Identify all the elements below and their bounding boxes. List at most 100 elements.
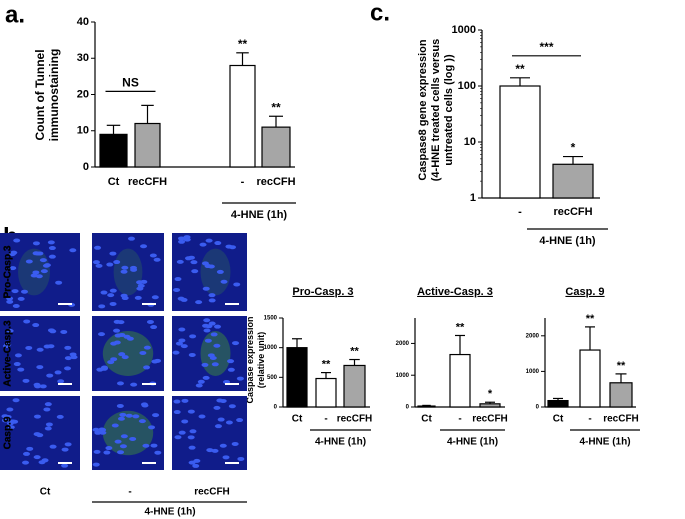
nucleus bbox=[6, 296, 14, 301]
nucleus bbox=[205, 324, 213, 329]
nucleus bbox=[149, 253, 157, 258]
nucleus bbox=[48, 246, 56, 251]
y-tick-label: 2000 bbox=[526, 333, 540, 339]
nucleus bbox=[98, 332, 106, 337]
nucleus bbox=[57, 379, 65, 384]
nucleus bbox=[98, 427, 106, 432]
nucleus bbox=[132, 414, 140, 419]
y-axis-label: immunostaining bbox=[47, 49, 61, 142]
x-tick-label: - bbox=[518, 206, 522, 218]
nucleus bbox=[178, 239, 186, 244]
nucleus bbox=[114, 439, 122, 444]
nucleus bbox=[225, 420, 233, 425]
y-axis-label: (relative unit) bbox=[256, 332, 266, 389]
panel-label: c. bbox=[370, 0, 390, 26]
y-tick-label: 0 bbox=[536, 405, 540, 411]
nucleus bbox=[177, 236, 185, 241]
y-tick-label: 0 bbox=[83, 161, 89, 173]
nucleus bbox=[14, 353, 22, 358]
significance: ** bbox=[322, 358, 331, 370]
nucleus bbox=[208, 298, 216, 303]
y-tick-label: 0 bbox=[406, 405, 410, 411]
nucleus bbox=[98, 304, 106, 309]
nucleus bbox=[64, 366, 72, 371]
x-tick-label: recCFH bbox=[603, 414, 639, 425]
x-tick-label: - bbox=[458, 414, 461, 425]
bar bbox=[499, 85, 541, 199]
significance: ** bbox=[350, 345, 359, 357]
nucleus bbox=[64, 442, 72, 447]
nucleus bbox=[178, 327, 186, 332]
nucleus bbox=[220, 279, 228, 284]
nucleus bbox=[187, 435, 195, 440]
nucleus bbox=[225, 244, 233, 249]
nucleus bbox=[174, 277, 182, 282]
nucleus bbox=[237, 456, 245, 461]
nucleus bbox=[205, 238, 213, 243]
nucleus bbox=[236, 376, 244, 381]
nucleus bbox=[117, 320, 125, 325]
nucleus bbox=[9, 266, 17, 271]
nucleus bbox=[43, 407, 51, 412]
bar bbox=[229, 64, 256, 168]
nucleus bbox=[13, 238, 21, 243]
nucleus bbox=[223, 379, 231, 384]
nucleus bbox=[173, 410, 181, 415]
nucleus bbox=[178, 338, 186, 343]
nucleus bbox=[120, 269, 128, 274]
nucleus bbox=[6, 299, 14, 304]
x-tick-label: Ct bbox=[292, 414, 303, 425]
panel-label: a. bbox=[5, 1, 25, 28]
bar bbox=[343, 364, 366, 408]
nucleus bbox=[146, 319, 154, 324]
y-tick-label: 500 bbox=[267, 375, 278, 381]
nucleus bbox=[227, 367, 235, 372]
bar bbox=[417, 405, 436, 408]
x-tick-label: recCFH bbox=[337, 414, 373, 425]
nucleus bbox=[232, 341, 240, 346]
nucleus bbox=[173, 287, 181, 292]
nucleus bbox=[3, 344, 11, 349]
nucleus bbox=[39, 384, 47, 389]
y-tick-label: 10 bbox=[464, 136, 476, 148]
x-tick-label: recCFH bbox=[472, 414, 508, 425]
nucleus bbox=[92, 427, 100, 432]
nucleus bbox=[216, 269, 224, 274]
nucleus bbox=[109, 288, 117, 293]
nucleus bbox=[139, 350, 147, 355]
y-tick-label: 100 bbox=[458, 80, 476, 92]
nucleus bbox=[20, 289, 28, 294]
nucleus bbox=[142, 443, 150, 448]
group-label: 4-HNE (1h) bbox=[447, 437, 498, 448]
nucleus bbox=[195, 300, 203, 305]
nucleus bbox=[44, 426, 52, 431]
nucleus bbox=[111, 423, 119, 428]
nucleus bbox=[125, 413, 133, 418]
nucleus bbox=[134, 295, 142, 300]
bar bbox=[449, 353, 471, 408]
micrograph bbox=[0, 316, 80, 391]
significance: * bbox=[488, 388, 493, 400]
x-tick-label: - bbox=[241, 176, 245, 188]
nucleus bbox=[93, 449, 101, 454]
row-label: Active-Casp.3 bbox=[3, 320, 14, 387]
nucleus bbox=[60, 329, 68, 334]
significance: ** bbox=[456, 321, 465, 333]
nucleus bbox=[47, 240, 55, 245]
nucleus bbox=[33, 414, 41, 419]
y-tick-label: 30 bbox=[77, 52, 89, 64]
nucleus bbox=[154, 450, 162, 455]
x-tick-label: recCFH bbox=[128, 176, 167, 188]
nucleus bbox=[17, 296, 25, 301]
chart-title: Pro-Casp. 3 bbox=[292, 286, 353, 298]
bar bbox=[579, 349, 601, 408]
nucleus bbox=[7, 425, 15, 430]
nucleus bbox=[187, 409, 195, 414]
nucleus bbox=[227, 359, 235, 364]
nucleus bbox=[154, 358, 162, 363]
y-axis-label: (4-HNE treated cells versus bbox=[430, 39, 442, 181]
nucleus bbox=[22, 460, 30, 465]
nucleus bbox=[38, 460, 46, 465]
y-axis-label: Caspase8 gene expression bbox=[417, 39, 429, 181]
